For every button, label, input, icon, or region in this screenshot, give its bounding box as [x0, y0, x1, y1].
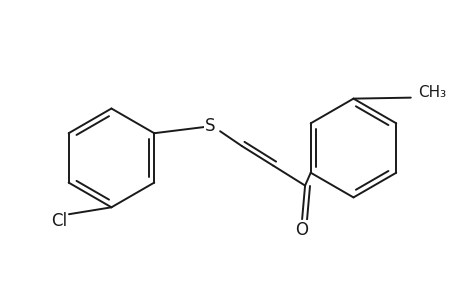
Text: CH₃: CH₃ [417, 85, 445, 100]
Text: O: O [295, 221, 308, 239]
Text: S: S [205, 117, 215, 135]
Text: Cl: Cl [51, 212, 67, 230]
